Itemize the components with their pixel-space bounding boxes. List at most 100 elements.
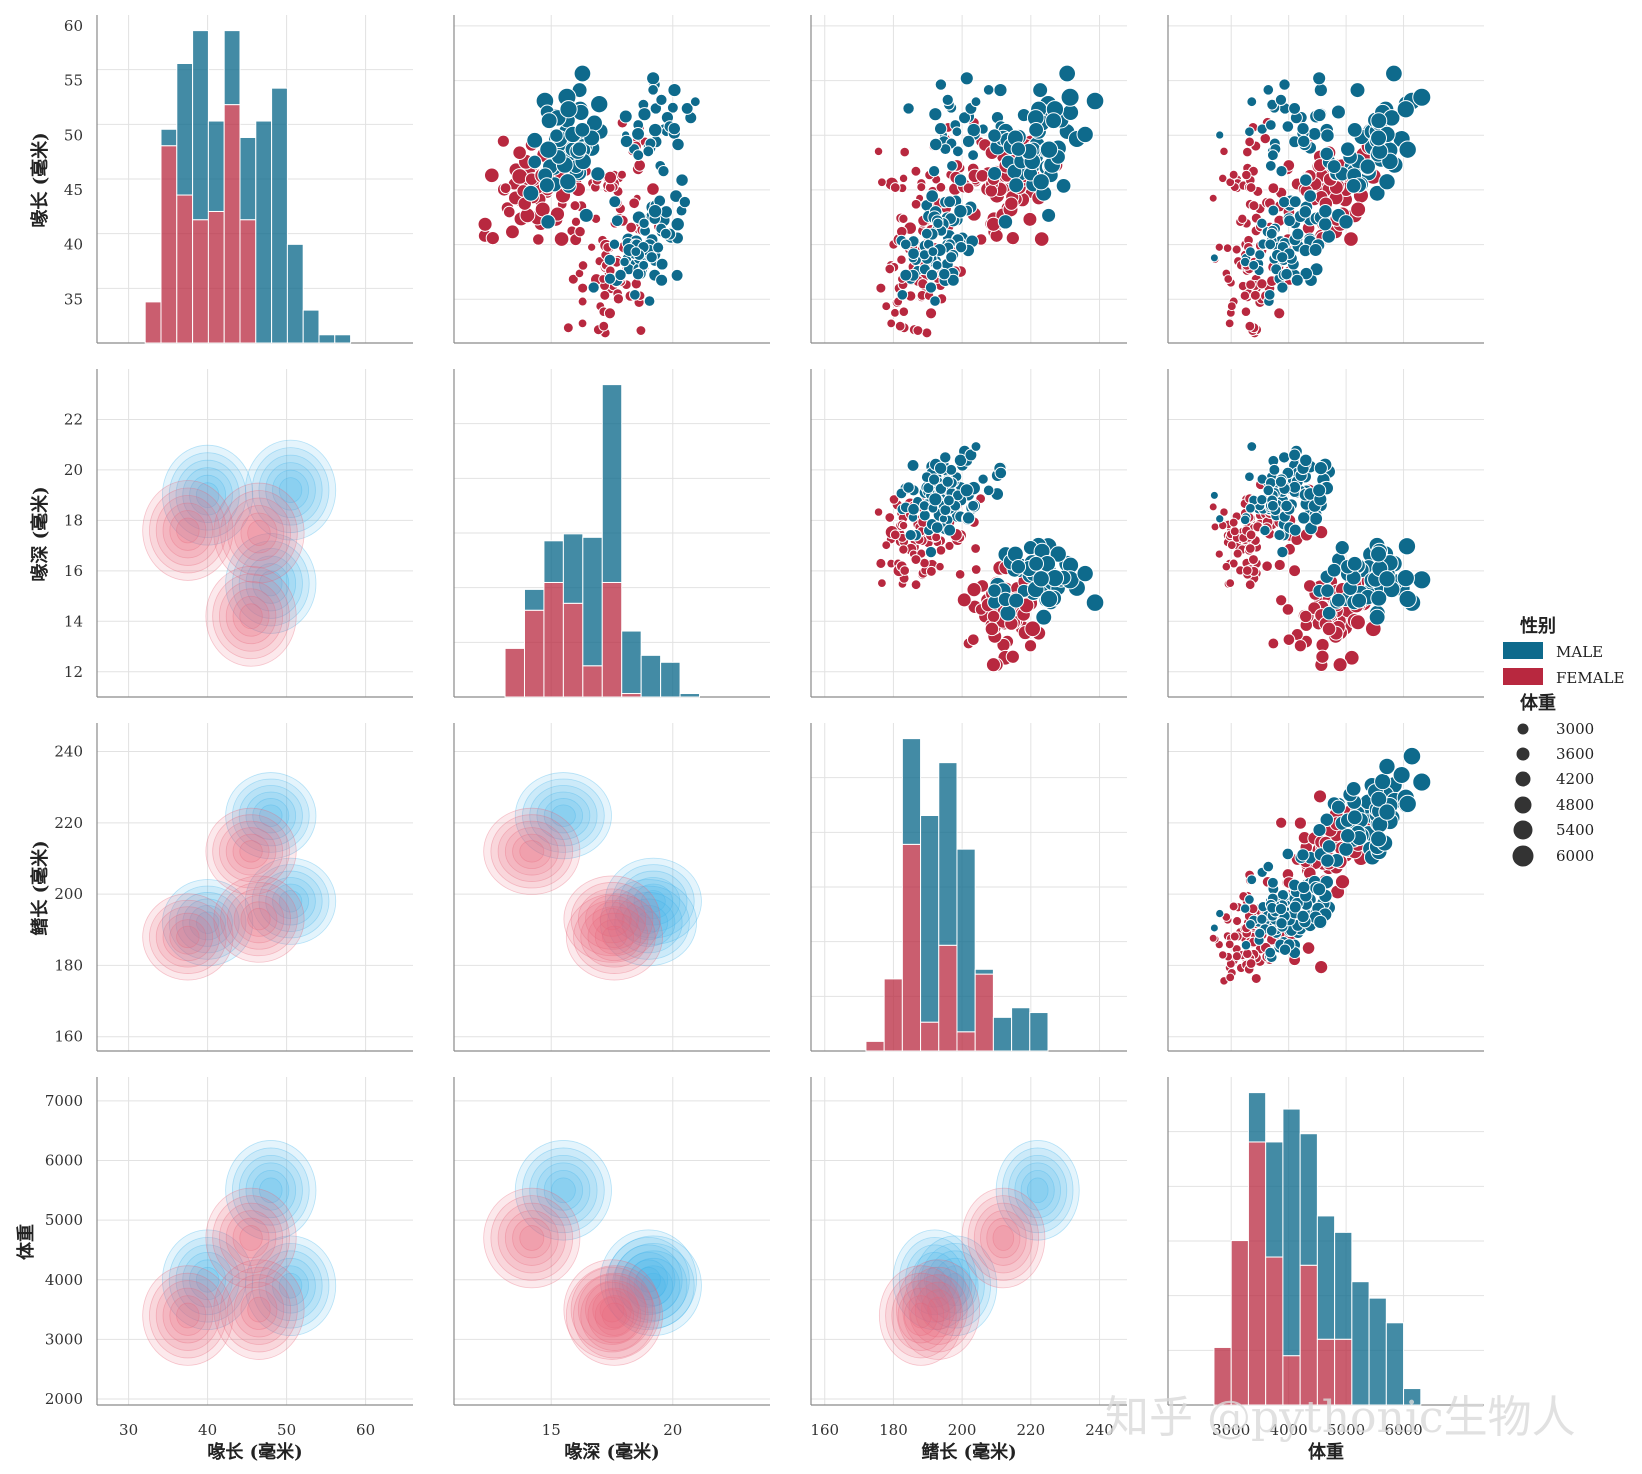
scatter-point-female xyxy=(916,182,927,193)
scatter-point-male xyxy=(618,109,633,124)
kde-contour-female xyxy=(585,1281,639,1338)
scatter-point-male xyxy=(666,101,679,114)
kde-contour-male xyxy=(272,1265,310,1307)
kde-contour-female xyxy=(219,580,284,652)
kde-contour-male xyxy=(529,785,598,847)
kde-contour-male xyxy=(898,1236,971,1323)
kde-contour-male xyxy=(189,1259,227,1301)
panel-r0-c0: 35 40 45 50 55 60 xyxy=(64,15,413,344)
hist-bar-male xyxy=(255,120,273,344)
scatter-point-male xyxy=(1345,178,1362,194)
scatter-point-male xyxy=(1032,82,1049,99)
scatter-point-male xyxy=(904,529,917,542)
scatter-point-male xyxy=(997,214,1014,230)
scatter-point-male xyxy=(1035,608,1053,626)
kde-contour-female xyxy=(239,840,263,863)
scatter-point-male xyxy=(970,96,982,108)
hist-bar-male xyxy=(1368,1297,1387,1406)
scatter-point-male xyxy=(1058,64,1077,83)
scatter-point-male xyxy=(574,121,591,138)
scatter-point-female xyxy=(1231,951,1242,962)
scatter-point-male xyxy=(1246,96,1258,108)
scatter-point-male xyxy=(1240,939,1252,951)
scatter-point-male xyxy=(927,164,941,178)
kde-contour-male xyxy=(258,870,323,932)
kde-contour-male xyxy=(245,555,297,612)
scatter-point-male xyxy=(953,453,968,468)
scatter-point-female xyxy=(875,557,887,569)
scatter-point-male xyxy=(647,84,659,96)
x-tick-label: 60 xyxy=(356,1421,375,1439)
scatter-point-female xyxy=(1245,529,1257,541)
y-tick-label: 40 xyxy=(64,236,83,254)
scatter-point-female xyxy=(1241,169,1252,181)
kde-contour-female xyxy=(176,925,200,949)
kde-contour-female xyxy=(240,1289,278,1330)
kde-contour-male xyxy=(238,548,303,619)
scatter-point-female xyxy=(884,263,896,275)
scatter-point-male xyxy=(1313,83,1328,98)
hist-bar-male xyxy=(974,968,994,975)
scatter-point-male xyxy=(1351,592,1368,609)
kde-contour-male xyxy=(272,883,310,919)
kde-contour-female xyxy=(239,603,263,630)
panel-r0-c3 xyxy=(1167,15,1484,344)
scatter-point-female xyxy=(570,216,582,227)
scatter-point-male xyxy=(943,494,955,507)
scatter-point-male xyxy=(1398,794,1417,814)
kde-contour-female xyxy=(573,1272,656,1359)
scatter-point-female xyxy=(1293,639,1307,653)
scatter-point-male xyxy=(1368,608,1386,626)
kde-contour-male xyxy=(175,459,240,531)
scatter-point-female xyxy=(598,320,610,332)
scatter-point-male xyxy=(982,484,995,497)
y-tick-label: 20 xyxy=(64,461,83,479)
scatter-point-male xyxy=(539,140,558,159)
scatter-point-male xyxy=(1319,812,1334,827)
hist-bar-male xyxy=(1029,1012,1049,1052)
legend-label-female: FEMALE xyxy=(1556,669,1624,687)
scatter-point-male xyxy=(671,137,685,152)
scatter-point-female xyxy=(1228,169,1239,180)
hist-bar-male xyxy=(302,309,320,344)
scatter-point-male xyxy=(573,64,592,83)
kde-contour-male xyxy=(612,1242,695,1329)
scatter-point-female xyxy=(1321,621,1337,637)
scatter-point-male xyxy=(1010,141,1027,157)
scatter-point-female xyxy=(1245,182,1257,193)
hist-bar-female xyxy=(523,609,545,698)
hist-bar-female xyxy=(207,210,225,344)
kde-contour-male xyxy=(514,772,612,860)
kde-contour-male xyxy=(522,1147,605,1234)
scatter-point-male xyxy=(655,273,669,287)
scatter-point-female xyxy=(877,177,887,188)
scatter-point-female xyxy=(898,173,909,184)
scatter-point-male xyxy=(938,267,951,281)
kde-contour-male xyxy=(231,1147,310,1234)
scatter-point-female xyxy=(1210,522,1220,532)
scatter-point-female xyxy=(873,507,884,517)
scatter-point-male xyxy=(1215,130,1225,140)
scatter-point-male xyxy=(1283,214,1296,228)
kde-contour-male xyxy=(550,804,576,827)
scatter-point-male xyxy=(1297,134,1311,149)
kde-contour-female xyxy=(205,565,297,667)
scatter-point-female xyxy=(1224,318,1235,329)
kde-contour-female xyxy=(232,833,270,870)
kde-contour-female xyxy=(927,1296,949,1323)
kde-contour-female xyxy=(878,1265,963,1366)
scatter-point-female xyxy=(1218,173,1228,184)
scatter-point-female xyxy=(1222,243,1233,253)
scatter-point-female xyxy=(599,289,611,301)
scatter-point-female xyxy=(1275,594,1288,607)
scatter-point-male xyxy=(1244,126,1255,138)
scatter-point-male xyxy=(1330,104,1346,120)
scatter-point-male xyxy=(1265,227,1278,240)
scatter-point-female xyxy=(1247,554,1259,565)
kde-contour-male xyxy=(614,1244,683,1316)
scatter-point-female xyxy=(1218,950,1228,960)
hist-bar-female xyxy=(160,145,178,344)
kde-contour-female xyxy=(142,480,234,581)
hist-bar-female xyxy=(1265,1256,1284,1406)
scatter-point-female xyxy=(1244,136,1255,148)
